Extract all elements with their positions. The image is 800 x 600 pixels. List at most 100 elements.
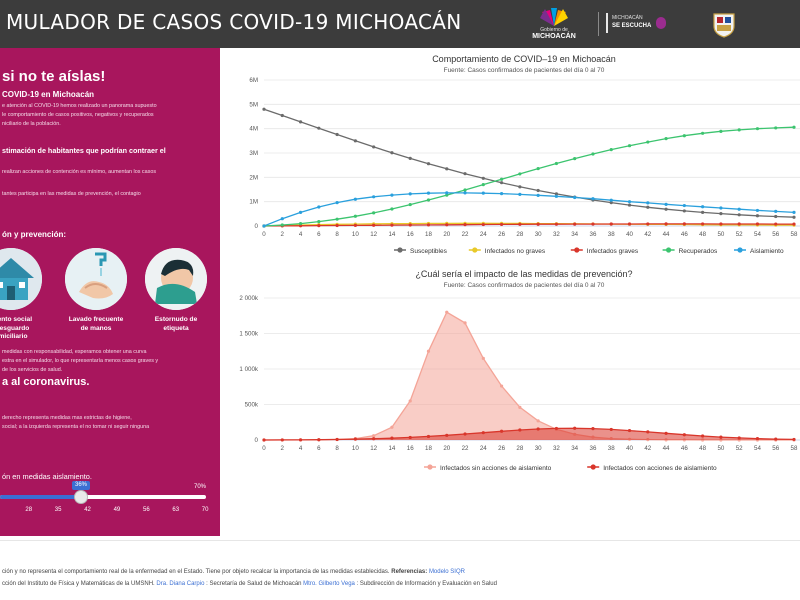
data-point <box>463 321 467 325</box>
data-point <box>792 222 796 226</box>
data-point <box>627 203 632 207</box>
data-point <box>426 349 431 353</box>
x-tick-label: 56 <box>772 445 779 452</box>
x-tick-label: 40 <box>626 445 633 452</box>
data-point <box>280 217 284 221</box>
chart-subtitle: Fuente: Casos confirmados de pacientes d… <box>444 282 605 289</box>
data-point <box>335 201 339 205</box>
data-point <box>627 200 632 204</box>
x-tick-label: 22 <box>462 231 469 238</box>
x-tick-label: 48 <box>699 445 706 452</box>
x-tick-label: 10 <box>352 445 359 452</box>
legend-marker <box>737 247 743 253</box>
data-point <box>682 222 686 226</box>
x-tick-label: 6 <box>317 445 321 452</box>
references-label: Referencias: <box>391 569 428 575</box>
data-point <box>280 223 284 227</box>
x-tick-label: 24 <box>480 231 487 238</box>
x-tick-label: 0 <box>262 231 266 238</box>
data-point <box>408 202 412 207</box>
responsibility-line-3: de los servicios de salud. <box>2 367 63 373</box>
data-point <box>573 195 577 200</box>
footer: ción y no representa el comportamiento r… <box>0 540 800 600</box>
social-distance-illustration <box>0 248 42 310</box>
slider-tick: 70 <box>201 507 209 513</box>
data-point <box>792 125 796 129</box>
x-tick-label: 12 <box>370 231 377 238</box>
data-point <box>627 428 632 433</box>
covid-behavior-chart: Comportamiento de COVID–19 en Michoacán F… <box>228 50 800 260</box>
data-point <box>335 223 339 228</box>
data-point <box>609 201 613 205</box>
data-point <box>426 191 431 195</box>
data-point <box>591 152 595 156</box>
data-point <box>536 222 540 226</box>
x-tick-label: 8 <box>335 445 339 452</box>
data-point <box>627 222 632 226</box>
data-point <box>646 140 650 144</box>
footer-line-2: cción del Instituto de Física y Matemáti… <box>2 581 497 587</box>
legend-label: Infectados con acciones de aislamiento <box>603 465 717 472</box>
x-tick-label: 24 <box>480 445 487 452</box>
x-tick-label: 52 <box>736 445 743 452</box>
x-tick-label: 18 <box>425 231 432 238</box>
data-point <box>298 438 303 442</box>
data-point <box>280 113 284 118</box>
chart-title: ¿Cuál sería el impacto de las medidas de… <box>415 269 632 279</box>
data-point <box>463 188 467 192</box>
data-point <box>755 214 760 218</box>
diana-carpio-link[interactable]: Dra. Diana Carpio <box>156 581 205 587</box>
data-point <box>792 210 796 214</box>
data-point <box>445 167 449 171</box>
data-point <box>664 137 668 141</box>
legend-label: Infectados sin acciones de aislamiento <box>440 465 552 472</box>
data-point <box>499 384 504 388</box>
data-point <box>554 192 559 196</box>
isolation-slider-track[interactable] <box>0 495 206 499</box>
data-point <box>408 192 412 196</box>
x-tick-label: 50 <box>717 445 724 452</box>
footer-line-1: ción y no representa el comportamiento r… <box>2 569 465 575</box>
slider-fill <box>0 495 81 499</box>
isolation-slider-thumb[interactable] <box>74 490 88 504</box>
x-tick-label: 28 <box>516 445 523 452</box>
x-tick-label: 16 <box>407 231 414 238</box>
x-tick-label: 2 <box>281 231 285 238</box>
data-point <box>554 426 559 431</box>
data-point <box>518 185 522 189</box>
data-point <box>390 207 394 211</box>
data-point <box>408 156 412 160</box>
x-tick-label: 14 <box>388 231 395 238</box>
x-tick-label: 48 <box>699 231 706 238</box>
legend-label: Aislamiento <box>750 248 784 255</box>
butterfly-logo-icon <box>540 8 568 26</box>
data-point <box>408 223 412 227</box>
hand-washing-illustration <box>65 248 127 310</box>
data-point <box>262 107 266 111</box>
data-point <box>426 434 431 439</box>
y-tick-label: 6M <box>249 77 258 84</box>
series-area <box>264 312 794 440</box>
slider-tick: 42 <box>84 507 91 513</box>
data-point <box>262 438 266 442</box>
data-point <box>719 435 723 439</box>
data-point <box>518 428 522 432</box>
data-point <box>701 131 705 135</box>
x-tick-label: 56 <box>772 231 779 238</box>
data-point <box>737 207 741 211</box>
data-point <box>737 222 741 226</box>
x-tick-label: 42 <box>644 445 651 452</box>
data-point <box>518 172 522 176</box>
data-point <box>627 144 632 148</box>
series-line <box>263 192 795 227</box>
model-siqr-link[interactable]: Modelo SIQR <box>428 569 465 575</box>
intro-text: e atención al COVID-19 hemos realizado u… <box>2 102 214 129</box>
chart-subtitle: Fuente: Casos confirmados de pacientes d… <box>444 67 605 74</box>
data-point <box>554 161 559 166</box>
gilberto-vega-link[interactable]: Mtro. Gilberto Vega <box>303 581 355 587</box>
data-point <box>499 192 504 196</box>
data-point <box>372 434 376 438</box>
data-point <box>701 205 705 209</box>
x-tick-label: 0 <box>262 445 266 452</box>
data-point <box>591 427 595 431</box>
